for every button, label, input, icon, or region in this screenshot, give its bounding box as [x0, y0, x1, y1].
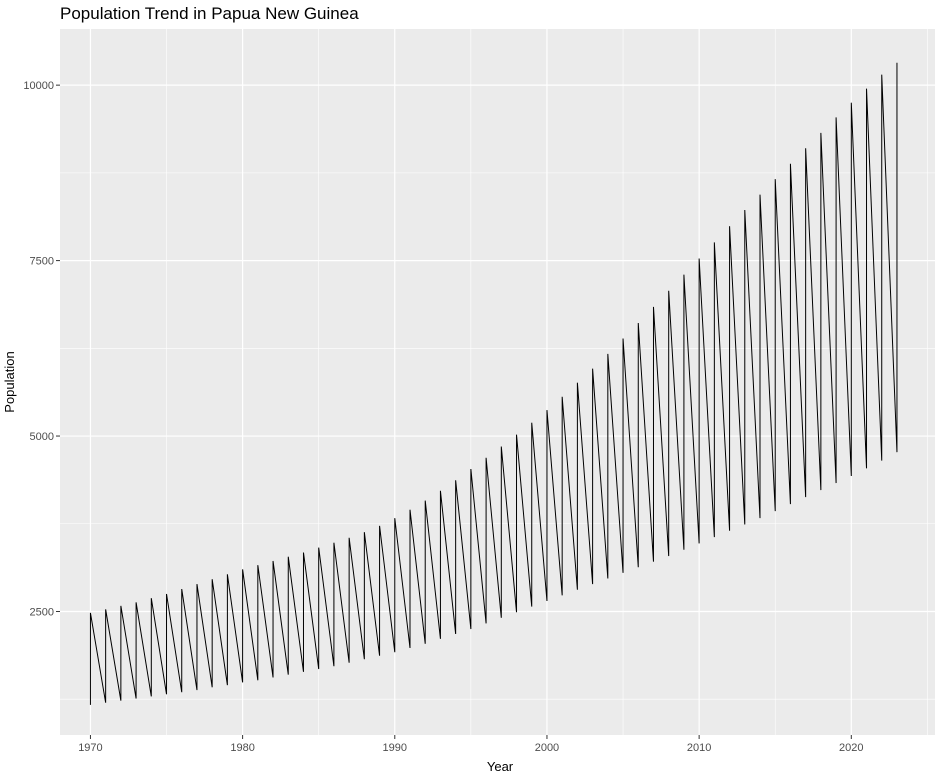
- x-tick-label: 1970: [78, 742, 102, 754]
- series-line-layer: [89, 62, 898, 705]
- x-tick-label: 2020: [839, 742, 863, 754]
- x-tick-label: 2000: [535, 742, 559, 754]
- y-tick-label: 5000: [30, 431, 54, 443]
- y-tick-label: 2500: [30, 606, 54, 618]
- y-tick-label: 10000: [23, 80, 54, 92]
- y-axis: 2500 5000 7500 10000: [23, 80, 60, 618]
- y-tick-label: 7500: [30, 256, 54, 268]
- x-tick-label: 1980: [230, 742, 254, 754]
- y-axis-title: Population: [2, 351, 17, 412]
- chart-title: Population Trend in Papua New Guinea: [60, 4, 359, 23]
- x-tick-label: 2010: [687, 742, 711, 754]
- x-tick-label: 1990: [383, 742, 407, 754]
- population-series-line: [89, 62, 898, 705]
- x-axis: 1970 1980 1990 2000 2010 2020: [78, 735, 864, 754]
- plot-panel: [60, 29, 935, 735]
- x-axis-title: Year: [487, 759, 514, 774]
